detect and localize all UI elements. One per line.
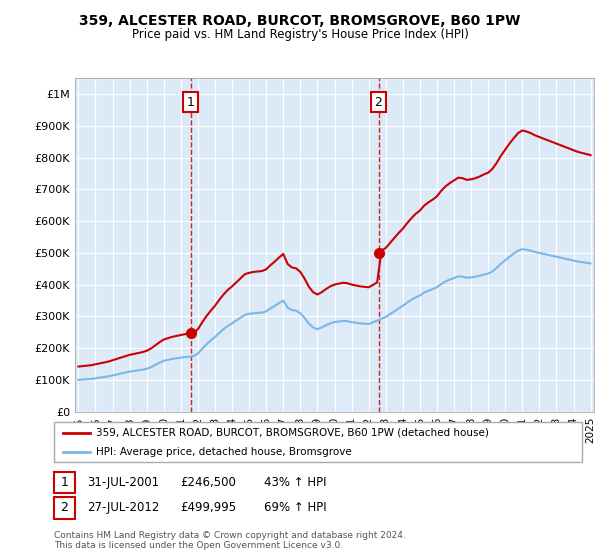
Text: 31-JUL-2001: 31-JUL-2001 xyxy=(87,476,159,489)
Text: 359, ALCESTER ROAD, BURCOT, BROMSGROVE, B60 1PW (detached house): 359, ALCESTER ROAD, BURCOT, BROMSGROVE, … xyxy=(96,428,489,438)
Text: 27-JUL-2012: 27-JUL-2012 xyxy=(87,501,160,515)
Text: Price paid vs. HM Land Registry's House Price Index (HPI): Price paid vs. HM Land Registry's House … xyxy=(131,28,469,41)
Text: HPI: Average price, detached house, Bromsgrove: HPI: Average price, detached house, Brom… xyxy=(96,447,352,457)
Text: Contains HM Land Registry data © Crown copyright and database right 2024.
This d: Contains HM Land Registry data © Crown c… xyxy=(54,530,406,550)
Text: £499,995: £499,995 xyxy=(180,501,236,515)
Text: 1: 1 xyxy=(61,476,68,489)
Text: 43% ↑ HPI: 43% ↑ HPI xyxy=(264,476,326,489)
Text: £246,500: £246,500 xyxy=(180,476,236,489)
Text: 69% ↑ HPI: 69% ↑ HPI xyxy=(264,501,326,515)
Text: 2: 2 xyxy=(374,96,382,109)
Text: 1: 1 xyxy=(187,96,194,109)
Text: 2: 2 xyxy=(61,501,68,515)
Text: 359, ALCESTER ROAD, BURCOT, BROMSGROVE, B60 1PW: 359, ALCESTER ROAD, BURCOT, BROMSGROVE, … xyxy=(79,14,521,28)
